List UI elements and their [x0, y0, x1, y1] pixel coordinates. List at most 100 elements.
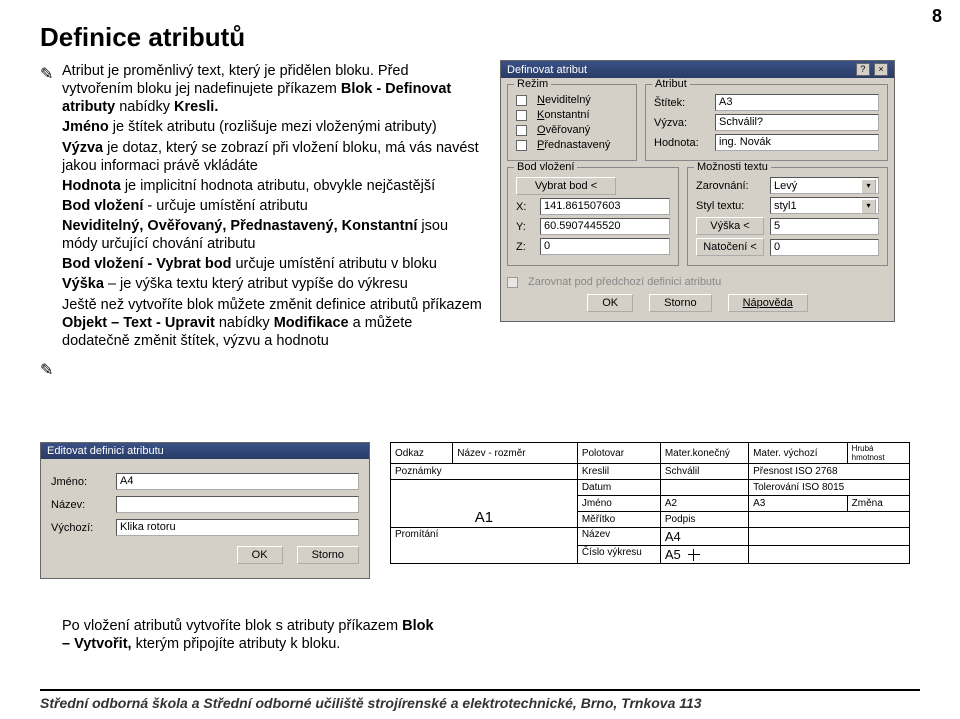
- define-attribute-dialog: Definovat atribut ? × Režim Neviditelný …: [500, 60, 895, 322]
- tag-input[interactable]: A3: [715, 94, 879, 111]
- cell: Polotovar: [577, 443, 660, 464]
- height-input[interactable]: 5: [770, 218, 879, 235]
- text: kterým připojíte atributy k bloku.: [136, 636, 341, 652]
- prompt-input[interactable]: Schválil?: [715, 114, 879, 131]
- justify-select[interactable]: Levý: [770, 177, 879, 194]
- dialog-titlebar: Editovat definici atributu: [41, 443, 369, 459]
- checkbox-label: Ověřovaný: [537, 124, 590, 136]
- y-input[interactable]: 60.5907445520: [540, 218, 670, 235]
- z-input[interactable]: 0: [540, 238, 670, 255]
- style-select[interactable]: styl1: [770, 197, 879, 214]
- text: Po vložení atributů vytvoříte blok s atr…: [62, 618, 402, 634]
- checkbox[interactable]: [516, 110, 527, 121]
- cell: Poznámky: [391, 464, 578, 480]
- label: Jméno:: [51, 476, 106, 488]
- drawing-title-block: Odkaz Název - rozměr Polotovar Mater.kon…: [390, 442, 910, 612]
- group-label: Možnosti textu: [694, 161, 771, 173]
- label: Název:: [51, 499, 106, 511]
- ok-button[interactable]: OK: [587, 294, 633, 312]
- main-text: Atribut je proměnlivý text, který je při…: [62, 62, 482, 352]
- checkbox[interactable]: [516, 125, 527, 136]
- text-bold: Bod vložení: [62, 198, 143, 214]
- checkbox-label: Neviditelný: [537, 94, 591, 106]
- cell: Mater.konečný: [660, 443, 748, 464]
- text-bold: Jméno: [62, 119, 109, 135]
- text: - určuje umístění atributu: [143, 198, 307, 214]
- attr-tag: A3: [749, 496, 848, 512]
- cancel-button[interactable]: Storno: [649, 294, 711, 312]
- window-buttons: ? ×: [855, 63, 888, 76]
- group-label: Bod vložení: [514, 161, 577, 173]
- help-button[interactable]: Nápověda: [728, 294, 808, 312]
- x-input[interactable]: 141.861507603: [540, 198, 670, 215]
- attr-tag: A4: [665, 529, 681, 544]
- label: Výchozí:: [51, 522, 106, 534]
- cell: Jméno: [577, 496, 660, 512]
- label: Zarovnání:: [696, 180, 764, 192]
- checkbox[interactable]: [516, 140, 527, 151]
- dialog-titlebar: Definovat atribut ? ×: [501, 61, 894, 78]
- group-label: Atribut: [652, 78, 690, 90]
- attr-tag: A5: [665, 547, 681, 562]
- text-bold: Výzva: [62, 140, 103, 156]
- cell: Hrubá hmotnost: [847, 443, 909, 464]
- label: X:: [516, 201, 534, 213]
- text-bold: Objekt – Text - Upravit: [62, 315, 215, 331]
- help-icon[interactable]: ?: [856, 63, 870, 76]
- text: je štítek atributu (rozlišuje mezi vlože…: [109, 119, 437, 135]
- ok-button[interactable]: OK: [237, 546, 283, 564]
- cell: Přesnost ISO 2768: [749, 464, 910, 480]
- cell: Název: [577, 528, 660, 546]
- bottom-text: Po vložení atributů vytvoříte blok s atr…: [62, 617, 442, 653]
- default-input[interactable]: Klika rotoru: [116, 519, 359, 536]
- text: určuje umístění atributu v bloku: [231, 256, 437, 272]
- checkbox-label: Konstantní: [537, 109, 590, 121]
- text: nabídky: [219, 315, 274, 331]
- close-icon[interactable]: ×: [874, 63, 888, 76]
- label-disabled: Zarovnat pod předchozí definici atributu: [528, 276, 721, 288]
- label: Výzva:: [654, 117, 709, 129]
- text-bold: Bod vložení - Vybrat bod: [62, 256, 231, 272]
- text-bold: Modifikace: [274, 315, 349, 331]
- title-input[interactable]: [116, 496, 359, 513]
- label: Y:: [516, 221, 534, 233]
- height-button[interactable]: Výška <: [696, 217, 764, 235]
- text: je implicitní hodnota atributu, obvykle …: [121, 178, 435, 194]
- pick-point-button[interactable]: Vybrat bod <: [516, 177, 616, 195]
- checkbox[interactable]: [516, 95, 527, 106]
- group-label: Režim: [514, 78, 551, 90]
- cell: Název - rozměr: [453, 443, 578, 464]
- cell: Schválil: [660, 464, 748, 480]
- label: Z:: [516, 241, 534, 253]
- cell: Mater. výchozí: [749, 443, 848, 464]
- dialog-title: Definovat atribut: [507, 64, 587, 76]
- cancel-button[interactable]: Storno: [297, 546, 359, 564]
- attr-tag: A2: [660, 496, 748, 512]
- pencil-icon: ✎: [40, 360, 58, 378]
- value-input[interactable]: ing. Novák: [715, 134, 879, 151]
- crosshair-icon: [688, 549, 700, 561]
- rotation-input[interactable]: 0: [770, 239, 879, 256]
- text: nabídky: [119, 99, 174, 115]
- label: Hodnota:: [654, 137, 709, 149]
- checkbox-label: Přednastavený: [537, 139, 610, 151]
- cell: Odkaz: [391, 443, 453, 464]
- text-bold: Neviditelný, Ověřovaný, Přednastavený, K…: [62, 218, 417, 234]
- edit-attribute-dialog: Editovat definici atributu Jméno: A4 Náze…: [40, 442, 370, 579]
- page-number: 8: [932, 6, 942, 27]
- name-input[interactable]: A4: [116, 473, 359, 490]
- label: Styl textu:: [696, 200, 764, 212]
- label: Štítek:: [654, 97, 709, 109]
- page-title: Definice atributů: [40, 22, 245, 53]
- rotation-button[interactable]: Natočení <: [696, 238, 764, 256]
- text-bold: Hodnota: [62, 178, 121, 194]
- cell: Tolerování ISO 8015: [749, 480, 910, 496]
- text: je dotaz, který se zobrazí při vložení b…: [62, 140, 479, 174]
- text-bold: Kresli.: [174, 99, 218, 115]
- text-bold: Výška: [62, 276, 104, 292]
- cell: Měřítko: [577, 512, 660, 528]
- cell: Datum: [577, 480, 660, 496]
- checkbox: [507, 277, 518, 288]
- dialog-title: Editovat definici atributu: [47, 445, 164, 457]
- text: – je výška textu který atribut vypíše do…: [104, 276, 408, 292]
